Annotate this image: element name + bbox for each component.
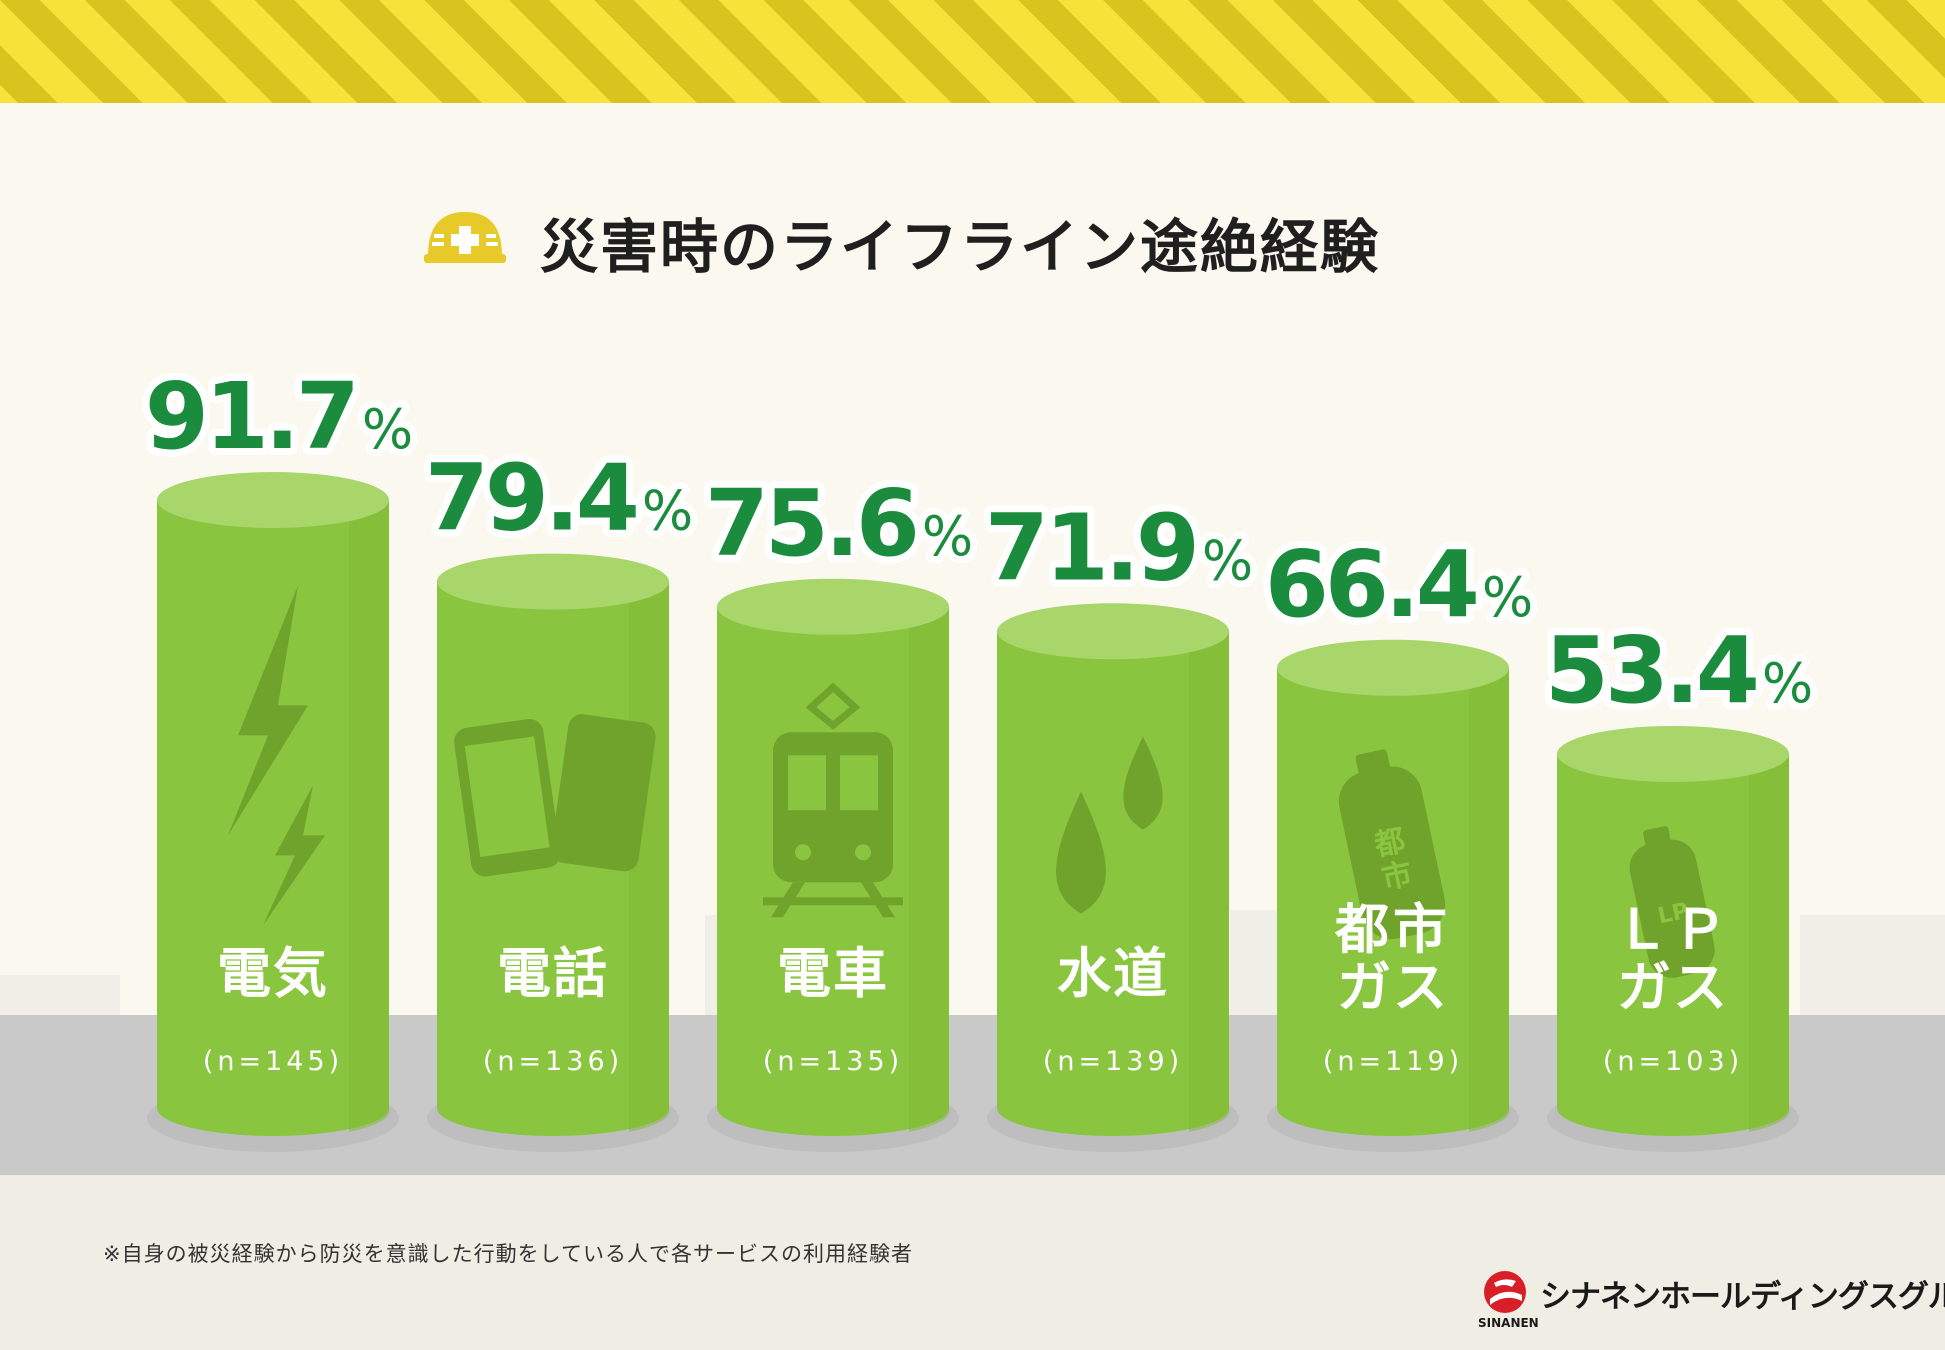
bar-body bbox=[997, 631, 1229, 1136]
category-label: ガス bbox=[1337, 956, 1449, 1019]
value-label: 79.4% bbox=[425, 445, 691, 552]
bar-shade bbox=[1189, 631, 1230, 1132]
bar-top bbox=[717, 578, 949, 635]
lower-band bbox=[0, 1175, 1945, 1350]
phone-icon bbox=[454, 714, 656, 877]
bar-shade bbox=[909, 606, 950, 1132]
sample-size-label: (n=136) bbox=[483, 1046, 623, 1077]
chart-title-text: 災害時のライフライン途絶経験 bbox=[540, 213, 1381, 281]
gas-cylinder-icon: 都市 bbox=[1338, 749, 1446, 940]
bar-shade bbox=[1469, 667, 1510, 1132]
logo-sub: SINANEN bbox=[1478, 1316, 1539, 1330]
bar-body bbox=[157, 500, 389, 1136]
sample-size-label: (n=145) bbox=[203, 1046, 343, 1077]
hazard-stripe-band bbox=[0, 0, 1945, 103]
category-label: 都市 bbox=[1334, 898, 1451, 961]
sample-size-label: (n=119) bbox=[1323, 1046, 1463, 1077]
train-icon bbox=[763, 682, 903, 918]
sample-size-label: (n=139) bbox=[1043, 1046, 1183, 1077]
bar-1: 電話 (n=136) 79.4% bbox=[418, 438, 702, 1152]
bar-0: 電気 (n=145) 91.7% bbox=[138, 356, 422, 1152]
category-label: 電気 bbox=[217, 942, 329, 1005]
sample-size-label: (n=135) bbox=[763, 1046, 903, 1077]
lightning-icon bbox=[228, 585, 325, 926]
company-logo: シナネンホールディングスグループ SINANEN bbox=[1478, 1265, 1945, 1335]
chart-title: 災害時のライフライン途絶経験 bbox=[424, 200, 1381, 284]
value-label: 66.4% bbox=[1265, 531, 1531, 638]
bar-top bbox=[997, 603, 1229, 660]
gas-cylinder-label: LP bbox=[1655, 898, 1690, 930]
category-label: ガス bbox=[1617, 956, 1729, 1019]
logo-name: シナネンホールディングスグループ bbox=[1540, 1279, 1945, 1315]
logo-mark-icon bbox=[1484, 1271, 1526, 1313]
gas-cylinder-label: 都市 bbox=[1371, 823, 1416, 897]
bar-shade bbox=[629, 581, 670, 1132]
bar-2: 電車 (n=135) 75.6% bbox=[698, 463, 982, 1152]
category-label: 電車 bbox=[777, 942, 889, 1005]
sample-size-label: (n=103) bbox=[1603, 1046, 1743, 1077]
category-label: ＬＰ bbox=[1615, 898, 1731, 961]
value-label: 91.7% bbox=[145, 363, 411, 470]
bar-top bbox=[1277, 639, 1509, 696]
water-drop-icon bbox=[1056, 736, 1163, 914]
bar-top bbox=[437, 553, 669, 610]
bar-3: 水道 (n=139) 71.9% bbox=[978, 487, 1262, 1152]
category-label: 電話 bbox=[497, 942, 609, 1005]
footnote: ※自身の被災経験から防災を意識した行動をしている人で各サービスの利用経験者 bbox=[103, 1242, 913, 1266]
bar-shade bbox=[349, 500, 390, 1132]
value-label: 53.4% bbox=[1545, 617, 1811, 724]
category-label: 水道 bbox=[1057, 942, 1169, 1005]
gas-cylinder-icon: LP bbox=[1629, 826, 1715, 978]
bar-top bbox=[1557, 725, 1789, 782]
helmet-icon bbox=[424, 212, 506, 263]
value-label: 75.6% bbox=[705, 470, 971, 577]
bar-shade bbox=[1749, 753, 1790, 1132]
bar-top bbox=[157, 472, 389, 529]
value-label: 71.9% bbox=[985, 494, 1251, 601]
